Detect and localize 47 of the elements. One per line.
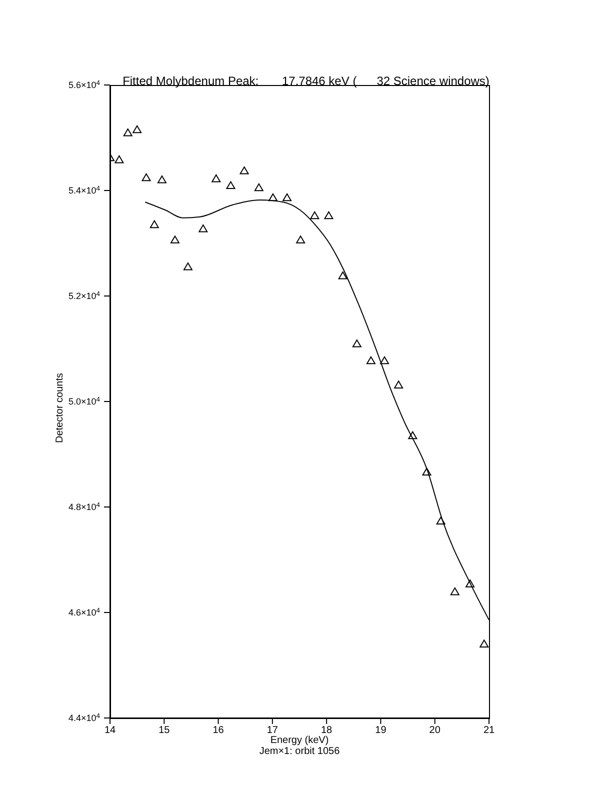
point xyxy=(338,271,348,280)
point xyxy=(436,516,446,525)
point xyxy=(310,211,320,220)
y-tick-label: 5.2×10$^{4}$ xyxy=(68,290,100,301)
point xyxy=(183,262,192,270)
point xyxy=(226,181,236,190)
point xyxy=(282,193,292,202)
y-tick-label: 5.6×10$^{4}$ xyxy=(68,80,100,90)
point xyxy=(380,356,390,364)
y-tick-label: 5.0×10$^{4}$ xyxy=(68,396,100,406)
x-tick-label: 16 xyxy=(212,725,224,736)
point xyxy=(132,125,142,134)
point xyxy=(480,640,489,648)
text: Jem×1: orbit 1056 xyxy=(258,746,341,757)
point xyxy=(268,193,278,202)
point xyxy=(142,173,151,182)
point xyxy=(114,155,124,164)
y-tick-label: 4.6×10$^{4}$ xyxy=(68,607,100,618)
point xyxy=(366,356,376,364)
x-tick-label: 14 xyxy=(104,725,116,736)
x-tick-label: 19 xyxy=(375,725,387,736)
point xyxy=(170,236,180,244)
point xyxy=(466,580,475,588)
point xyxy=(324,211,334,220)
point xyxy=(450,587,460,596)
point xyxy=(212,174,221,182)
point xyxy=(198,224,208,232)
x-tick-label: 15 xyxy=(158,725,170,736)
y-tick-label: 5.4×10$^{4}$ xyxy=(68,185,100,196)
x-tick-label: 18 xyxy=(321,725,333,736)
point xyxy=(296,236,306,244)
x-tick-label: 21 xyxy=(483,725,495,736)
x-axis-title: Energy (keV) xyxy=(269,735,330,746)
point xyxy=(422,468,432,476)
point xyxy=(408,431,418,440)
y-tick-label: 4.4×10$^{4}$ xyxy=(68,712,100,723)
x-tick-label: 17 xyxy=(266,725,278,736)
y-axis-title: Detector counts xyxy=(54,372,66,444)
point xyxy=(123,128,132,136)
point xyxy=(394,380,404,388)
point xyxy=(150,220,159,228)
point xyxy=(240,166,249,174)
x-tick-label: 20 xyxy=(429,725,441,736)
point xyxy=(157,175,166,184)
point xyxy=(352,340,362,348)
y-tick-label: 4.8×10$^{4}$ xyxy=(68,502,100,512)
point xyxy=(254,183,264,192)
